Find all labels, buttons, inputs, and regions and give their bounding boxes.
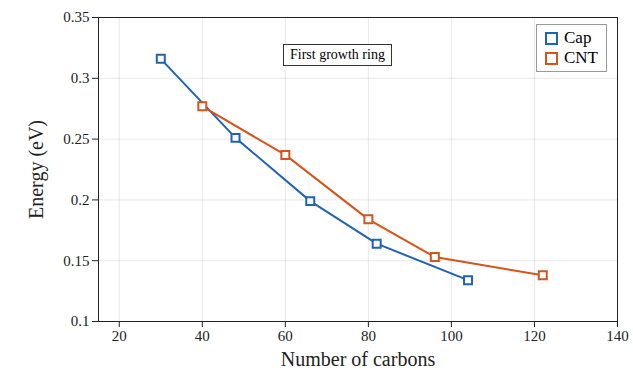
svg-text:0.25: 0.25 <box>63 131 89 147</box>
svg-text:0.1: 0.1 <box>71 313 90 329</box>
svg-text:0.2: 0.2 <box>71 192 90 208</box>
svg-text:0.35: 0.35 <box>63 9 89 25</box>
svg-text:Energy (eV): Energy (eV) <box>25 120 48 219</box>
svg-text:60: 60 <box>278 328 293 344</box>
svg-text:40: 40 <box>195 328 210 344</box>
html-text:First growth ring: First growth ring <box>290 47 385 62</box>
html-text:CNT: CNT <box>564 48 598 67</box>
svg-text:0.3: 0.3 <box>71 70 90 86</box>
svg-text:100: 100 <box>440 328 463 344</box>
svg-text:140: 140 <box>606 328 629 344</box>
svg-text:80: 80 <box>361 328 376 344</box>
svg-text:Number of carbons: Number of carbons <box>281 348 436 370</box>
svg-text:120: 120 <box>523 328 546 344</box>
svg-text:20: 20 <box>112 328 127 344</box>
html-text:Cap: Cap <box>564 28 592 47</box>
svg-text:0.15: 0.15 <box>63 253 89 269</box>
